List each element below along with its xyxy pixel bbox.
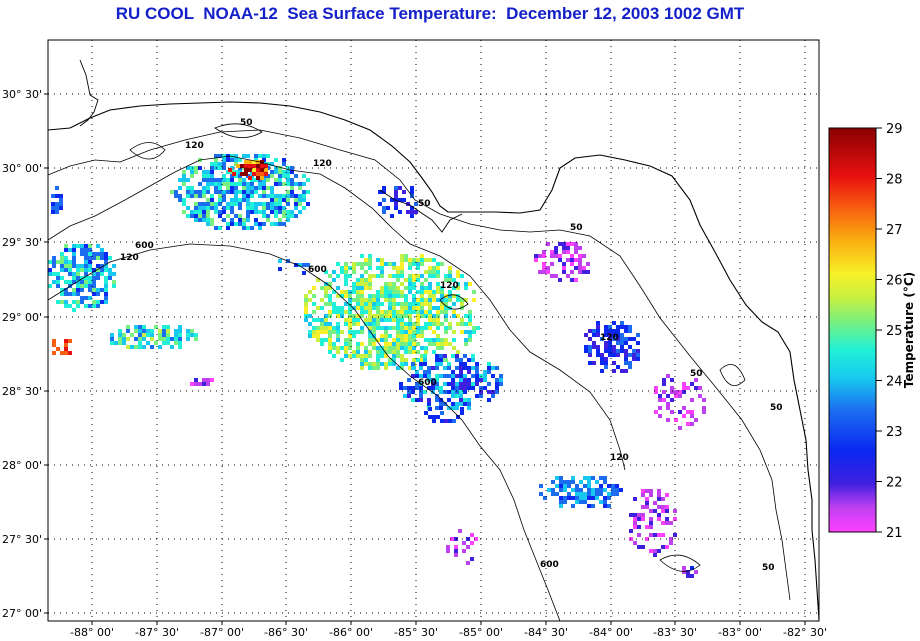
lat-tick-label: 27° 30' <box>2 533 42 546</box>
contour-600 <box>48 243 561 621</box>
contour-loop <box>439 294 469 310</box>
contour-50 <box>48 129 791 601</box>
colorbar: 29 28 27 26 25 24 23 22 21 Temperature (°C) <box>828 122 916 541</box>
mobile-bay <box>79 59 99 127</box>
colorbar-tick-label: 27 <box>886 223 903 238</box>
contour-label: 50 <box>240 118 253 128</box>
contour-120 <box>48 155 626 471</box>
colorbar-tick-label: 24 <box>886 375 903 390</box>
contour-label: 600 <box>540 560 559 570</box>
contour-label: 600 <box>135 241 154 251</box>
colorbar-label: Temperature (°C) <box>902 272 916 388</box>
contour-label: 50 <box>418 199 431 209</box>
lat-tick-label: 29° 00' <box>2 311 42 324</box>
lat-tick-label: 27° 00' <box>2 607 42 620</box>
lat-tick-label: 28° 00' <box>2 459 42 472</box>
lon-tick-label: -88° 00' <box>70 626 114 639</box>
lon-tick-label: -85° 30' <box>394 626 438 639</box>
lon-tick-label: -85° 00' <box>459 626 503 639</box>
colorbar-tick-label: 29 <box>886 122 903 137</box>
contour-label: 50 <box>770 403 783 413</box>
colorbar-tick-label: 25 <box>886 324 903 339</box>
colorbar-tick-label: 22 <box>886 476 903 491</box>
contour-label: 120 <box>610 453 629 463</box>
lon-tick-label: -86° 00' <box>329 626 373 639</box>
sst-data-layer <box>48 154 706 578</box>
lat-tick-label: 28° 30' <box>2 385 42 398</box>
contour-loop <box>659 554 701 572</box>
contour-label: 120 <box>600 333 619 343</box>
lon-tick-label: -84° 00' <box>589 626 633 639</box>
contour-label: 120 <box>313 159 332 169</box>
lon-tick-label: -84° 30' <box>524 626 568 639</box>
colorbar-tick-label: 26 <box>886 274 903 289</box>
map-title: RU COOL NOAA-12 Sea Surface Temperature:… <box>115 4 745 23</box>
colorbar-tick-label: 21 <box>886 526 903 541</box>
contour-label: 120 <box>440 281 459 291</box>
coastline <box>48 101 819 621</box>
contour-label: 50 <box>762 563 775 573</box>
colorbar-tick-label: 28 <box>886 173 903 188</box>
map-frame <box>47 39 820 622</box>
contour-label: 600 <box>418 378 437 388</box>
lat-tick-label: 29° 30' <box>2 236 42 249</box>
colorbar-tick-label: 23 <box>886 425 903 440</box>
contour-label: 50 <box>570 223 583 233</box>
contour-loop <box>719 363 746 387</box>
contour-loop <box>214 123 263 138</box>
contour-loop <box>129 142 166 160</box>
lon-tick-label: -87° 00' <box>200 626 244 639</box>
lon-tick-label: -83° 30' <box>653 626 697 639</box>
apalachicola-bay <box>379 189 463 233</box>
lon-tick-label: -82° 30' <box>783 626 827 639</box>
contour-label: 600 <box>308 265 327 275</box>
lat-tick-label: 30° 30' <box>2 88 42 101</box>
contour-label: 120 <box>120 253 139 263</box>
lat-tick-label: 30° 00' <box>2 162 42 175</box>
graticule <box>48 40 819 621</box>
lon-tick-label: -83° 00' <box>718 626 762 639</box>
contour-label: 50 <box>690 369 703 379</box>
lon-tick-label: -87° 30' <box>135 626 179 639</box>
lon-tick-label: -86° 30' <box>264 626 308 639</box>
colorbar-gradient <box>828 127 877 533</box>
contour-label: 120 <box>185 141 204 151</box>
